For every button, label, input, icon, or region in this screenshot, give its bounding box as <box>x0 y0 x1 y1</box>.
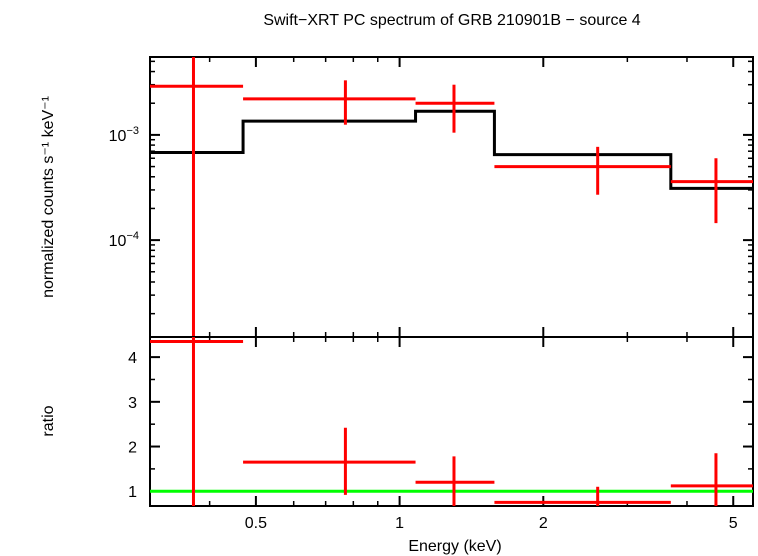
ratio-y-tick-label: 2 <box>128 440 137 457</box>
x-tick-label: 0.5 <box>245 515 267 532</box>
x-tick-label: 5 <box>729 515 738 532</box>
model-step-line <box>150 109 753 190</box>
x-tick-label: 2 <box>539 515 548 532</box>
ratio-y-tick-label: 3 <box>128 395 137 412</box>
ratio-plot-frame <box>149 336 754 507</box>
spectrum-plot-frame <box>149 56 754 338</box>
y-tick-base: 10 <box>109 128 127 145</box>
ratio-panel: 1 2 3 4 ratio <box>40 336 754 507</box>
ratio-y-axis-label: ratio <box>40 405 57 436</box>
spectrum-y-axis-label: normalized counts s⁻¹ keV⁻¹ <box>40 96 57 298</box>
x-axis-label: Energy (keV) <box>408 538 501 555</box>
y-tick-exponent: −4 <box>126 230 139 242</box>
y-tick-base: 10 <box>109 233 127 250</box>
spectrum-y-tick-label: 10−4 <box>109 230 139 250</box>
ratio-y-tick-label: 4 <box>128 350 137 367</box>
x-tick-label: 1 <box>395 515 404 532</box>
ratio-y-tick-label: 1 <box>128 484 137 501</box>
spectrum-y-tick-label: 10−3 <box>109 125 139 145</box>
spectrum-panel: 10−310−4 normalized counts s⁻¹ keV⁻¹ <box>40 56 754 338</box>
chart-title: Swift−XRT PC spectrum of GRB 210901B − s… <box>263 12 640 29</box>
y-tick-exponent: −3 <box>126 125 139 137</box>
